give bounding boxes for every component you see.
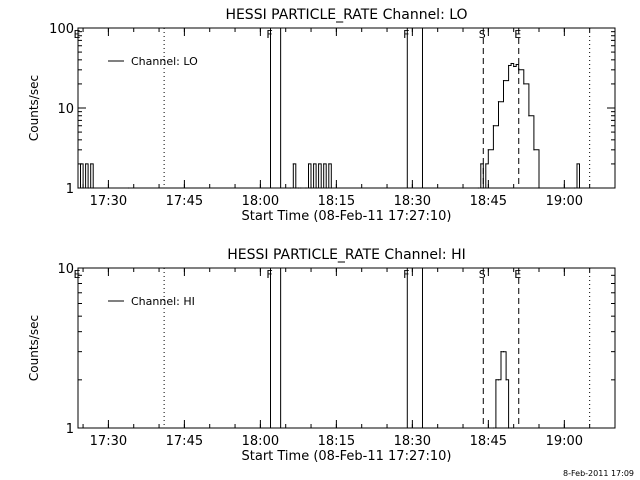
marker-label: F — [266, 268, 272, 281]
x-tick-label: 18:45 — [470, 194, 507, 209]
x-tick-label: 17:45 — [166, 434, 203, 449]
data-point — [502, 351, 505, 353]
legend-entry: Channel: LO — [131, 55, 198, 68]
data-point — [323, 163, 325, 165]
data-point — [300, 187, 302, 189]
data-point — [328, 163, 330, 165]
legend-entry: Channel: HI — [131, 295, 195, 308]
data-point — [497, 379, 500, 381]
y-axis-label: Counts/sec — [27, 75, 41, 141]
x-tick-label: 18:00 — [242, 434, 279, 449]
y-tick-label: 100 — [49, 22, 74, 37]
data-point — [128, 187, 130, 189]
data-point — [505, 379, 507, 381]
data-point — [528, 115, 530, 117]
x-tick-label: 18:15 — [318, 434, 355, 449]
x-tick-label: 17:45 — [166, 194, 203, 209]
data-point — [508, 427, 510, 429]
x-tick-label: 18:00 — [242, 194, 279, 209]
data-point — [480, 163, 482, 165]
data-point — [290, 187, 292, 189]
marker-label: E — [74, 268, 81, 281]
data-point — [523, 83, 525, 85]
data-point — [502, 80, 505, 82]
data-point — [500, 351, 502, 353]
chart-title: HESSI PARTICLE_RATE Channel: HI — [227, 247, 465, 263]
x-tick-label: 17:30 — [90, 434, 127, 449]
x-tick-label: 17:30 — [90, 194, 127, 209]
data-point — [508, 64, 510, 67]
data-point — [492, 427, 495, 429]
data-point — [318, 163, 320, 165]
data-point — [487, 149, 489, 151]
series-line — [493, 351, 512, 429]
data-point — [578, 187, 581, 189]
y-tick-label: 1 — [66, 182, 74, 197]
y-axis-label: Counts/sec — [27, 315, 41, 381]
x-tick-label: 18:30 — [394, 434, 431, 449]
data-point — [87, 187, 89, 189]
chart-panel-2: HESSI PARTICLE_RATE Channel: HI 1 10 17:30 1… — [27, 247, 616, 464]
marker-label: F — [403, 268, 409, 281]
x-tick-label: 18:30 — [394, 194, 431, 209]
data-point — [497, 101, 500, 103]
x-tick-label: 19:00 — [546, 434, 583, 449]
data-point — [485, 163, 487, 165]
data-point — [533, 149, 535, 151]
marker-label: S — [479, 28, 486, 41]
y-tick-label: 1 — [66, 422, 74, 437]
data-point — [495, 379, 497, 381]
data-point — [92, 187, 94, 189]
data-point — [513, 65, 515, 68]
data-point — [576, 163, 578, 165]
x-tick-label: 18:15 — [318, 194, 355, 209]
data-point — [573, 187, 576, 189]
marker-label: E — [514, 268, 521, 281]
marker-label: E — [74, 28, 81, 41]
y-tick-label: 10 — [57, 262, 74, 277]
data-point — [310, 187, 312, 189]
data-point — [320, 187, 322, 189]
data-point — [492, 125, 495, 127]
data-point — [510, 62, 512, 65]
data-point — [84, 163, 87, 165]
data-point — [295, 187, 297, 189]
marker-label: F — [403, 28, 409, 41]
data-point — [312, 163, 315, 165]
data-point — [515, 63, 517, 66]
data-point — [79, 163, 82, 165]
data-point — [315, 187, 317, 189]
data-point — [482, 187, 484, 189]
data-point — [477, 187, 479, 189]
data-point — [563, 187, 565, 189]
data-point — [297, 187, 299, 189]
chart-panel-1: HESSI PARTICLE_RATE Channel: LO 1 10 100 17:… — [27, 7, 616, 224]
x-axis-label: Start Time (08-Feb-11 17:27:10) — [242, 209, 452, 224]
data-point — [292, 163, 294, 165]
data-point — [305, 187, 307, 189]
data-point — [82, 187, 84, 189]
data-point — [325, 187, 327, 189]
data-point — [518, 69, 520, 71]
series-line — [78, 63, 580, 189]
data-point — [510, 427, 512, 429]
y-tick-label: 10 — [57, 102, 74, 117]
marker-label: S — [479, 268, 486, 281]
data-point — [307, 163, 310, 165]
x-tick-label: 18:45 — [470, 434, 507, 449]
x-tick-label: 19:00 — [546, 194, 583, 209]
plot-frame — [77, 27, 616, 189]
data-point — [90, 163, 92, 165]
data-point — [77, 187, 79, 189]
chart-title: HESSI PARTICLE_RATE Channel: LO — [225, 7, 467, 23]
timestamp-footer: 8-Feb-2011 17:09 — [563, 469, 634, 478]
marker-label: E — [514, 28, 521, 41]
data-point — [538, 187, 540, 189]
data-point — [462, 187, 464, 189]
data-point — [330, 187, 332, 189]
marker-label: F — [266, 28, 272, 41]
plot-frame — [77, 267, 616, 429]
x-axis-label: Start Time (08-Feb-11 17:27:10) — [242, 449, 452, 464]
